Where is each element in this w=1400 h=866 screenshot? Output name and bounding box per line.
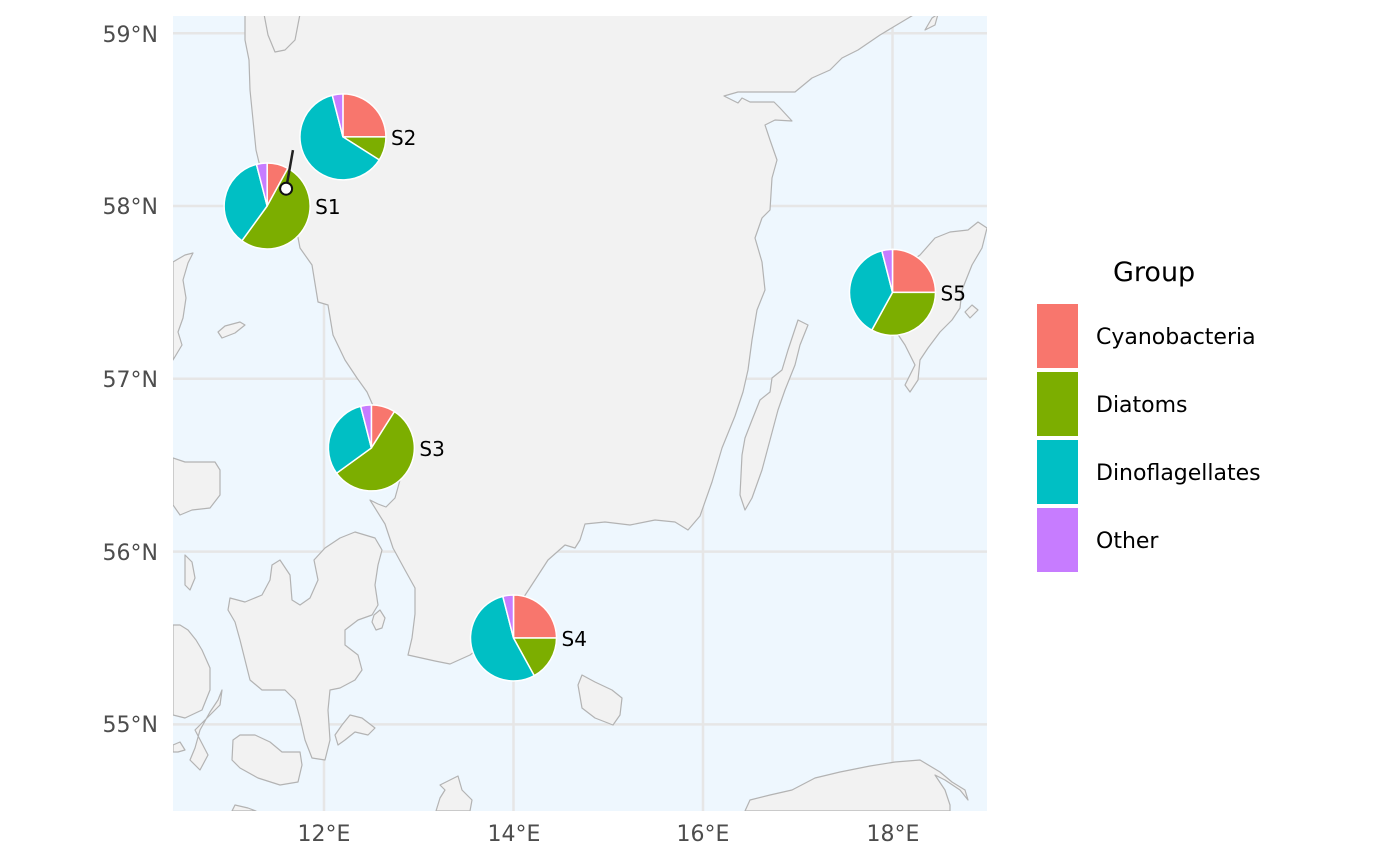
pie-slice-dinoflagellates: [848, 249, 894, 332]
land-faro: [964, 304, 979, 319]
legend-label-dinoflagellates: Dinoflagellates: [1096, 461, 1261, 486]
pie-slice-other: [359, 404, 373, 449]
map-panel: S1 S2 S3 S4 S5: [173, 16, 987, 811]
land-rugen: [435, 775, 473, 811]
pie-slice-cyanobacteria: [342, 93, 387, 138]
legend-label-cyanobacteria: Cyanobacteria: [1096, 325, 1256, 350]
longitude-axis: 12°E 14°E 16°E 18°E: [298, 822, 920, 847]
legend-key-dinoflagellates: [1037, 440, 1078, 504]
legend-key-other: [1037, 508, 1078, 572]
pie-slice-other: [331, 93, 344, 138]
land-germany-coast: [231, 804, 257, 811]
pie-slice-other: [880, 248, 894, 293]
station-label: S1: [315, 195, 340, 219]
legend-title: Group: [1113, 257, 1195, 288]
land-small-island-west: [184, 554, 196, 591]
station-pie-s3: S3: [327, 404, 445, 492]
x-tick-label-12: 12°E: [298, 822, 351, 847]
station-pie-s1: S1: [223, 149, 341, 250]
land-norway-north: [263, 16, 301, 53]
land-scandinavia: [244, 16, 913, 665]
station-pies: S1 S2 S3 S4 S5: [223, 93, 966, 682]
pie-slice-dinoflagellates: [223, 163, 268, 242]
legend-label-diatoms: Diatoms: [1096, 393, 1188, 418]
y-tick-label-59: 59°N: [103, 23, 158, 48]
land-mon: [334, 714, 376, 746]
land-norway-southwest: [173, 252, 194, 361]
legend-key-diatoms: [1037, 372, 1078, 436]
station-label: S3: [419, 437, 444, 461]
legend-label-other: Other: [1096, 529, 1159, 554]
station-location-point: [279, 181, 294, 196]
pie-slice-other: [255, 162, 268, 207]
pie-slice-dinoflagellates: [327, 405, 373, 475]
x-tick-label-18: 18°E: [867, 822, 920, 847]
x-tick-label-16: 16°E: [677, 822, 730, 847]
land-falster: [231, 734, 303, 786]
pie-slice-dinoflagellates: [469, 595, 536, 682]
latitude-axis: 59°N 58°N 57°N 56°N 55°N: [103, 23, 158, 738]
pie-slice-diatoms: [512, 637, 558, 677]
land-jutland: [173, 457, 221, 719]
station-label: S5: [941, 281, 966, 305]
station-pie-s4: S4: [469, 594, 587, 682]
land-poland-coast: [744, 759, 969, 811]
station-label: S2: [391, 126, 416, 150]
legend: Group Cyanobacteria Diatoms Dinoflagella…: [1037, 257, 1261, 572]
land-lolland: [173, 689, 223, 771]
y-tick-label-57: 57°N: [103, 368, 158, 393]
y-tick-label-55: 55°N: [103, 713, 158, 738]
land-oland: [739, 319, 809, 511]
station-label: S4: [562, 627, 587, 651]
station-pie-s2: S2: [299, 93, 416, 181]
pie-slice-cyanobacteria: [891, 248, 937, 294]
station-pie-s5: S5: [848, 248, 966, 337]
land-bornholm: [577, 674, 623, 726]
land-skagen-islet: [217, 321, 246, 339]
pie-slice-dinoflagellates: [299, 94, 381, 181]
y-tick-label-56: 56°N: [103, 541, 158, 566]
land-northeast-coast: [924, 16, 939, 31]
y-tick-label-58: 58°N: [103, 195, 158, 220]
pie-slice-other: [501, 594, 515, 639]
legend-key-cyanobacteria: [1037, 304, 1078, 368]
land-ven: [371, 609, 386, 631]
x-tick-label-14: 14°E: [488, 822, 541, 847]
pie-slice-diatoms: [870, 291, 937, 337]
land-funen: [227, 531, 383, 761]
pie-slice-cyanobacteria: [512, 594, 558, 639]
pie-slice-diatoms: [335, 410, 416, 492]
